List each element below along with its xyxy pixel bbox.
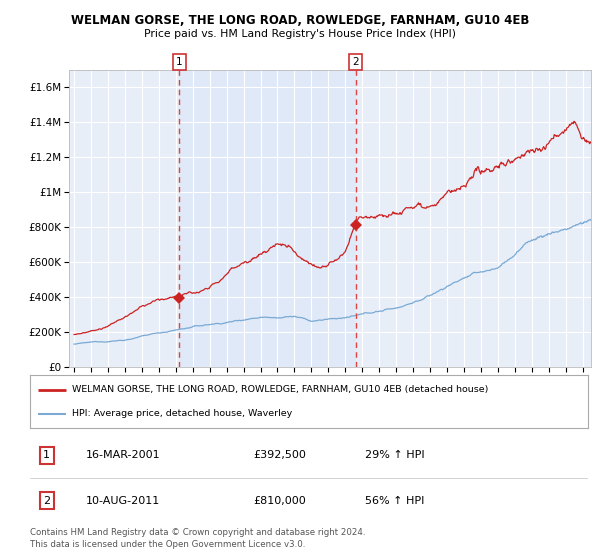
Text: 10-AUG-2011: 10-AUG-2011	[86, 496, 160, 506]
Text: 1: 1	[176, 57, 182, 67]
Text: £392,500: £392,500	[253, 450, 306, 460]
Text: WELMAN GORSE, THE LONG ROAD, ROWLEDGE, FARNHAM, GU10 4EB: WELMAN GORSE, THE LONG ROAD, ROWLEDGE, F…	[71, 14, 529, 27]
Text: 2: 2	[43, 496, 50, 506]
Text: £810,000: £810,000	[253, 496, 306, 506]
Text: 2: 2	[352, 57, 359, 67]
Text: 29% ↑ HPI: 29% ↑ HPI	[365, 450, 424, 460]
Bar	[179, 70, 356, 367]
Text: 16-MAR-2001: 16-MAR-2001	[86, 450, 160, 460]
Text: 1: 1	[43, 450, 50, 460]
Text: Contains HM Land Registry data © Crown copyright and database right 2024.: Contains HM Land Registry data © Crown c…	[30, 528, 365, 537]
Text: WELMAN GORSE, THE LONG ROAD, ROWLEDGE, FARNHAM, GU10 4EB (detached house): WELMAN GORSE, THE LONG ROAD, ROWLEDGE, F…	[72, 385, 488, 394]
Text: 56% ↑ HPI: 56% ↑ HPI	[365, 496, 424, 506]
Text: Price paid vs. HM Land Registry's House Price Index (HPI): Price paid vs. HM Land Registry's House …	[144, 29, 456, 39]
Text: HPI: Average price, detached house, Waverley: HPI: Average price, detached house, Wave…	[72, 409, 292, 418]
Text: This data is licensed under the Open Government Licence v3.0.: This data is licensed under the Open Gov…	[30, 540, 305, 549]
